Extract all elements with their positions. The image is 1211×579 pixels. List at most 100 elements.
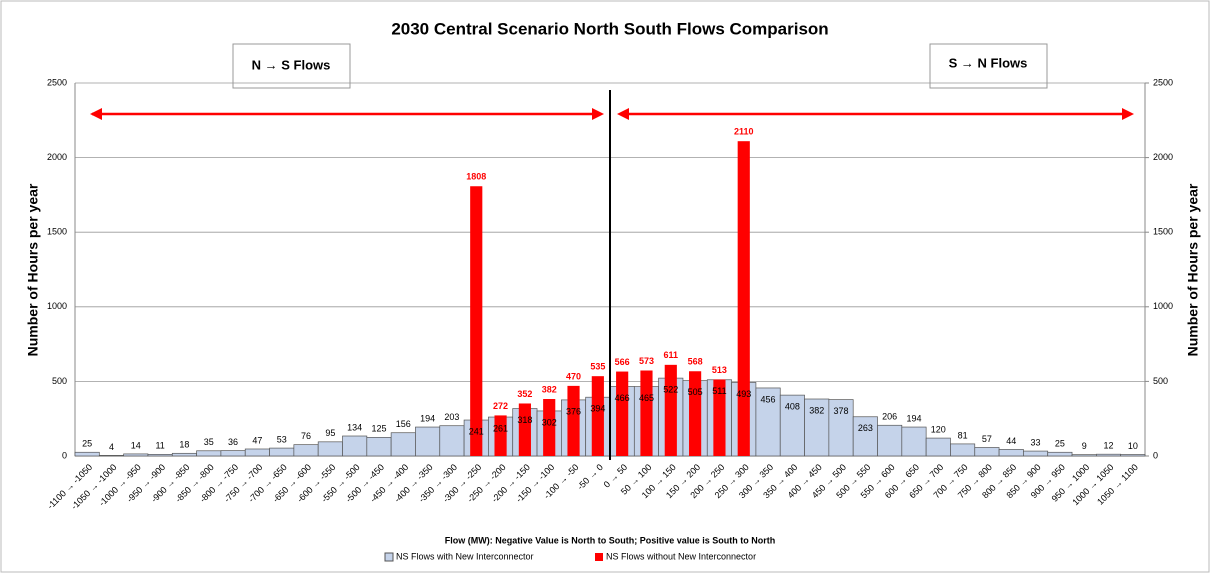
bar [755,387,781,457]
bar [1023,450,1049,457]
data-label: 394 [590,404,605,414]
y-tick-label: 1000 [47,301,67,311]
bar [852,416,878,457]
bar [518,403,531,456]
arrows [90,90,1134,460]
data-label: 95 [325,428,335,438]
data-label: 4 [109,442,114,452]
data-label: 125 [371,424,386,434]
bar [1071,454,1097,457]
data-label: 25 [1055,439,1065,449]
data-label: 261 [493,423,508,433]
y-tick-label: 1500 [47,227,67,237]
bar [494,415,507,456]
bar [415,426,441,457]
bar [196,450,222,457]
bar [220,450,246,457]
bar [1096,453,1122,457]
data-label: 573 [639,356,654,366]
bar [470,186,483,456]
data-label: 10 [1128,441,1138,451]
bar [779,394,805,457]
arrow-head [90,108,102,120]
data-label: 382 [809,405,824,415]
y-tick-label: 500 [52,376,67,386]
data-label: 466 [615,393,630,403]
legend-label: NS Flows with New Interconnector [396,551,534,561]
data-label: 47 [252,435,262,445]
data-label: 511 [712,386,726,396]
data-label: 376 [566,406,581,416]
arrow-head [1122,108,1134,120]
data-label: 11 [155,441,164,451]
bar [804,398,830,457]
data-label: 206 [882,412,897,422]
bar [974,447,1000,457]
bar [171,452,197,457]
legend-swatch [595,553,603,561]
data-label: 9 [1082,441,1087,451]
bar [74,451,100,457]
bar [567,385,580,456]
data-label: 1808 [466,172,486,182]
data-label: 505 [688,387,703,397]
bar [877,424,903,457]
bar [390,432,416,457]
data-label: 493 [736,389,751,399]
bar [901,426,927,457]
data-label: 156 [396,419,411,429]
arrow-head [617,108,629,120]
y-axis-label: Number of Hours per year [25,183,41,356]
bar [950,443,976,457]
data-label: 241 [469,426,484,436]
bar [616,371,629,456]
bar [98,455,124,457]
data-label: 568 [688,357,703,367]
legend-label: NS Flows without New Interconnector [606,551,756,561]
data-label: 378 [834,406,849,416]
data-label: 44 [1006,436,1016,446]
x-axis-label: Flow (MW): Negative Value is North to So… [445,535,776,545]
data-label: 408 [785,402,800,412]
y2-tick-label: 2000 [1153,152,1173,162]
bar [591,376,604,456]
data-label: 12 [1104,441,1114,451]
arrow-head [592,108,604,120]
bar [293,444,319,457]
data-label: 120 [931,424,946,434]
bar [1120,454,1146,457]
annotation: N → S Flows [252,57,331,72]
bar [737,141,750,457]
bar [317,441,343,457]
data-label: 470 [566,371,581,381]
data-label: 14 [131,440,141,450]
data-label: 25 [82,439,92,449]
data-label: 263 [858,423,873,433]
y2-tick-label: 1000 [1153,301,1173,311]
bar [925,437,951,457]
bar [366,437,392,457]
bar [269,447,295,457]
y-tick-label: 2000 [47,152,67,162]
data-label: 318 [517,415,532,425]
bar [998,449,1024,457]
y2-tick-label: 500 [1153,376,1168,386]
y2-tick-label: 1500 [1153,227,1173,237]
data-label: 522 [663,384,678,394]
y2-tick-label: 2500 [1153,77,1173,87]
data-label: 513 [712,365,727,375]
data-label: 35 [204,437,214,447]
data-label: 134 [347,422,362,432]
bar [342,435,368,457]
y-tick-label: 2500 [47,77,67,87]
bar [244,448,270,457]
bar [147,454,173,457]
data-label: 611 [664,350,679,360]
data-label: 33 [1031,437,1041,447]
data-label: 382 [542,384,557,394]
y2-tick-label: 0 [1153,450,1158,460]
data-label: 53 [277,434,287,444]
bar [689,371,702,456]
data-label: 2110 [734,127,754,137]
chart-title: 2030 Central Scenario North South Flows … [391,19,828,38]
